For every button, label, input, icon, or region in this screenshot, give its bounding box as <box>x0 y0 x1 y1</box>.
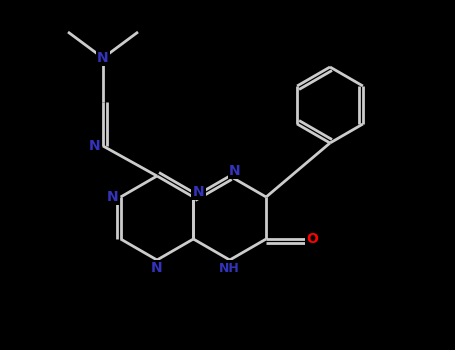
Text: NH: NH <box>219 261 240 274</box>
Text: N: N <box>97 51 109 65</box>
Text: N: N <box>151 261 163 275</box>
Text: N: N <box>89 139 101 153</box>
Text: O: O <box>306 232 318 246</box>
Text: N: N <box>192 185 204 199</box>
Text: N: N <box>229 164 241 178</box>
Text: N: N <box>107 190 118 204</box>
